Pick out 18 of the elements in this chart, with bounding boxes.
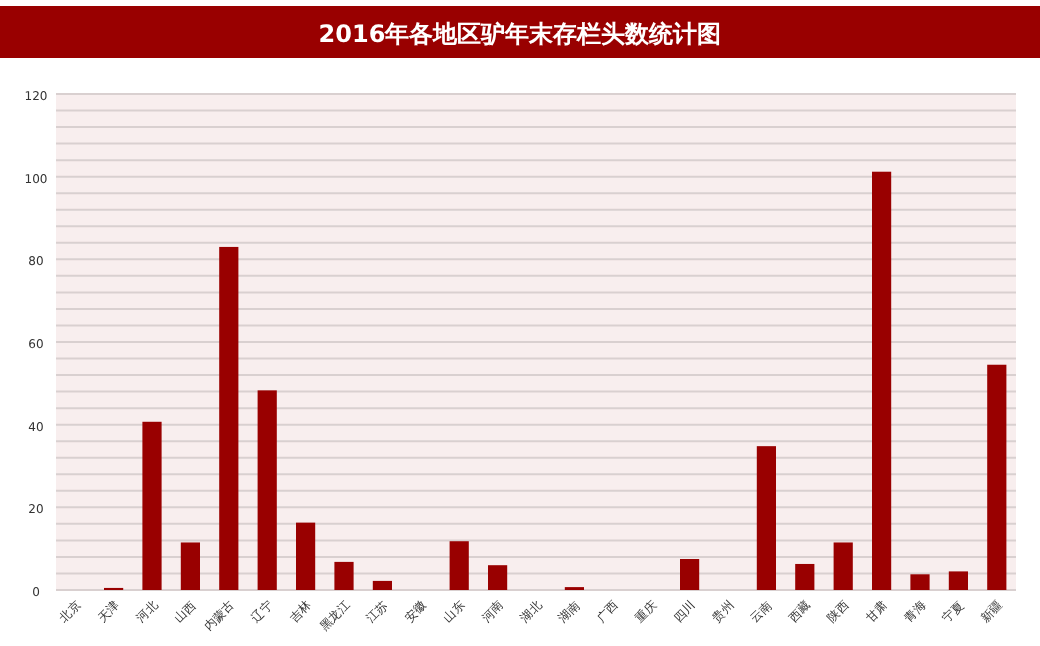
bar bbox=[872, 171, 892, 590]
bar bbox=[257, 390, 277, 590]
bar bbox=[833, 542, 853, 590]
bar bbox=[680, 559, 700, 590]
bar bbox=[180, 542, 200, 590]
bar bbox=[948, 571, 968, 590]
bar bbox=[795, 563, 815, 590]
bar bbox=[449, 541, 469, 590]
bar bbox=[488, 565, 508, 590]
bar bbox=[296, 522, 316, 590]
bar bbox=[219, 246, 239, 590]
bar bbox=[372, 580, 392, 590]
bar bbox=[910, 574, 930, 590]
bar bbox=[987, 364, 1007, 590]
bar bbox=[334, 561, 354, 590]
bar bbox=[756, 446, 776, 590]
chart-title: 2016年各地区驴年末存栏头数统计图 bbox=[318, 20, 722, 48]
bar bbox=[142, 421, 162, 590]
